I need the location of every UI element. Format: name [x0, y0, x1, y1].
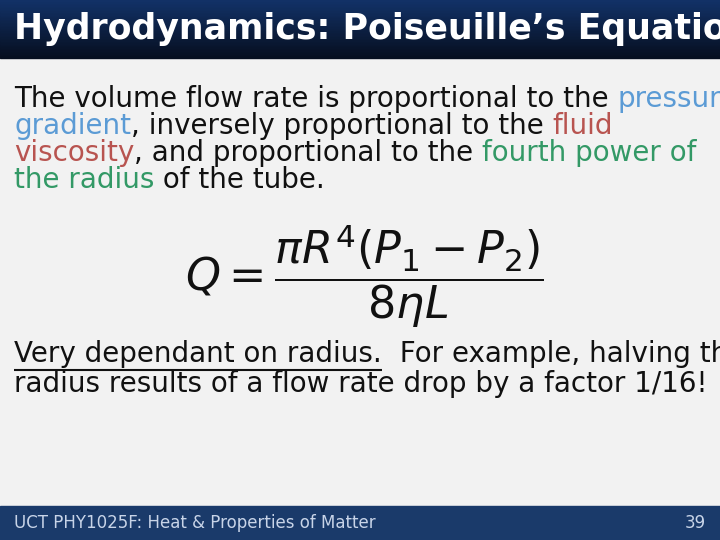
- Bar: [0, 8, 720, 10]
- Bar: [0, 1, 720, 3]
- Bar: [0, 29, 720, 30]
- Bar: [0, 25, 720, 28]
- Bar: [0, 18, 720, 21]
- Bar: [0, 5, 720, 7]
- Bar: [0, 19, 720, 22]
- Text: fluid: fluid: [553, 112, 613, 140]
- Bar: [0, 21, 720, 23]
- Bar: [0, 10, 720, 11]
- Bar: [0, 11, 720, 13]
- Bar: [0, 38, 720, 40]
- Bar: [0, 55, 720, 57]
- Bar: [0, 506, 720, 540]
- Bar: [0, 40, 720, 42]
- Text: viscosity: viscosity: [14, 139, 134, 167]
- Bar: [0, 46, 720, 48]
- Text: gradient: gradient: [14, 112, 131, 140]
- Bar: [0, 58, 720, 506]
- Text: pressure: pressure: [618, 85, 720, 113]
- Bar: [0, 4, 720, 6]
- Bar: [0, 56, 720, 58]
- Text: For example, halving the: For example, halving the: [382, 340, 720, 368]
- Text: radius results of a flow rate drop by a factor 1/16!: radius results of a flow rate drop by a …: [14, 370, 708, 398]
- Text: Hydrodynamics: Poiseuille’s Equation: Hydrodynamics: Poiseuille’s Equation: [14, 12, 720, 46]
- Bar: [0, 49, 720, 51]
- Bar: [0, 24, 720, 26]
- Bar: [0, 27, 720, 29]
- Bar: [0, 30, 720, 32]
- Text: fourth power of: fourth power of: [482, 139, 697, 167]
- Bar: [0, 52, 720, 53]
- Bar: [0, 37, 720, 39]
- Text: 39: 39: [685, 514, 706, 532]
- Bar: [0, 15, 720, 17]
- Text: $Q = \dfrac{\pi R^4 (P_1 - P_2)}{8\eta L}$: $Q = \dfrac{\pi R^4 (P_1 - P_2)}{8\eta L…: [185, 222, 544, 330]
- Text: , and proportional to the: , and proportional to the: [134, 139, 482, 167]
- Bar: [0, 43, 720, 45]
- Text: , inversely proportional to the: , inversely proportional to the: [131, 112, 553, 140]
- Bar: [0, 34, 720, 36]
- Bar: [0, 44, 720, 46]
- Text: UCT PHY1025F: Heat & Properties of Matter: UCT PHY1025F: Heat & Properties of Matte…: [14, 514, 376, 532]
- Bar: [0, 33, 720, 35]
- Bar: [0, 0, 720, 2]
- Bar: [0, 14, 720, 16]
- Bar: [0, 47, 720, 49]
- Bar: [0, 12, 720, 15]
- Bar: [0, 50, 720, 52]
- Bar: [0, 23, 720, 25]
- Bar: [0, 6, 720, 9]
- Bar: [0, 17, 720, 19]
- Bar: [0, 2, 720, 4]
- Bar: [0, 36, 720, 38]
- Text: the radius: the radius: [14, 166, 154, 194]
- Bar: [0, 42, 720, 44]
- Bar: [0, 31, 720, 33]
- Bar: [0, 53, 720, 55]
- Text: Very dependant on radius.: Very dependant on radius.: [14, 340, 382, 368]
- Text: The volume flow rate is proportional to the: The volume flow rate is proportional to …: [14, 85, 618, 113]
- Text: of the tube.: of the tube.: [154, 166, 325, 194]
